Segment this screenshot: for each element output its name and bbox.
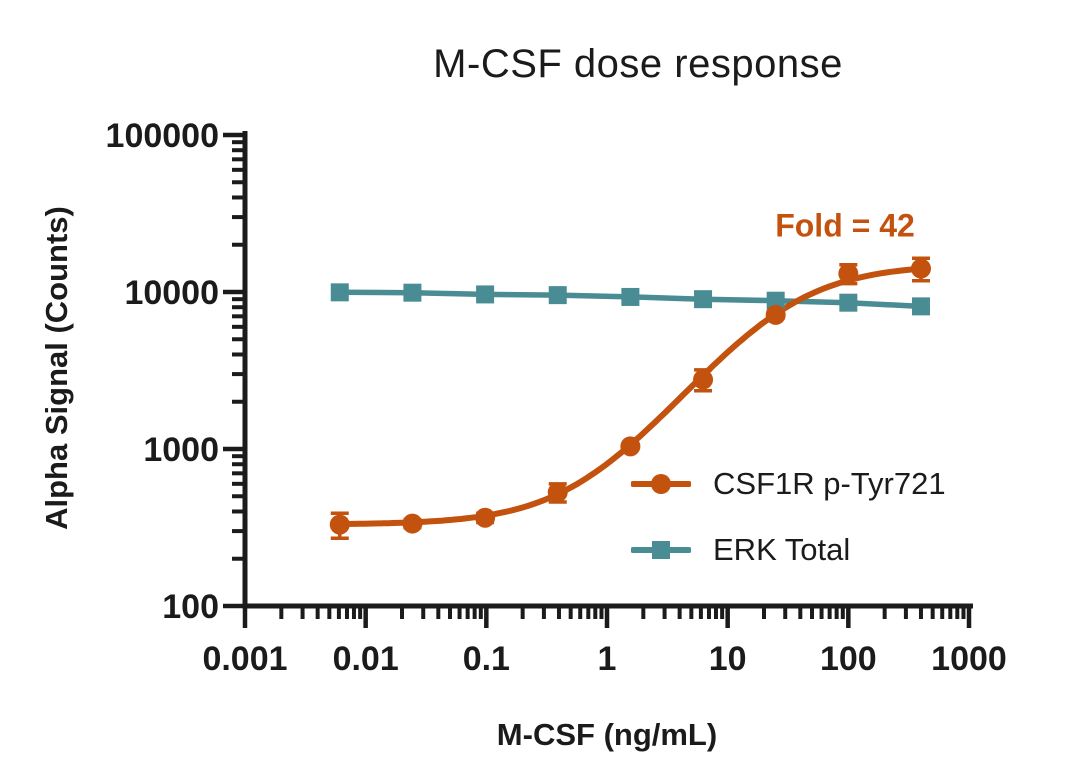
legend-marker-square-icon <box>631 541 691 559</box>
data-point-csf1r-circle <box>620 436 641 457</box>
legend-marker-circle-icon <box>631 474 691 494</box>
data-point-csf1r-circle <box>910 258 931 279</box>
x-tick-label: 0.01 <box>333 640 399 678</box>
x-tick-label: 1 <box>598 640 617 678</box>
data-point-csf1r-circle <box>547 482 568 503</box>
legend-label-csf1r: CSF1R p-Tyr721 <box>713 466 946 501</box>
data-point-csf1r-circle <box>475 507 496 528</box>
y-axis-title: Alpha Signal (Counts) <box>39 206 74 530</box>
x-tick-label: 0.001 <box>202 640 287 678</box>
data-point-csf1r-circle <box>765 304 786 325</box>
data-point-erk-square <box>330 283 349 302</box>
legend: CSF1R p-Tyr721 ERK Total <box>631 466 946 567</box>
y-tick-label: 100 <box>162 588 219 626</box>
data-point-csf1r-circle <box>329 514 350 535</box>
legend-item-erk: ERK Total <box>631 532 946 567</box>
data-point-erk-square <box>476 285 495 304</box>
x-axis-title: M-CSF (ng/mL) <box>496 717 718 752</box>
data-point-csf1r-circle <box>402 513 423 534</box>
y-tick-label: 10000 <box>124 274 219 312</box>
data-point-csf1r-circle <box>838 263 859 284</box>
y-tick-label: 1000 <box>143 431 219 469</box>
chart-title: M-CSF dose response <box>433 42 843 86</box>
data-point-erk-square <box>766 291 785 310</box>
legend-label-erk: ERK Total <box>713 532 851 567</box>
data-point-erk-square <box>621 287 640 306</box>
data-point-erk-square <box>694 290 713 309</box>
x-tick-label: 0.1 <box>463 640 510 678</box>
x-tick-label: 10 <box>709 640 747 678</box>
x-tick-label: 1000 <box>931 640 1007 678</box>
data-point-csf1r-circle <box>693 369 714 390</box>
data-point-erk-square <box>839 293 858 312</box>
x-tick-label: 100 <box>820 640 877 678</box>
fold-annotation: Fold = 42 <box>775 207 915 244</box>
data-point-erk-square <box>911 297 930 316</box>
data-point-erk-square <box>403 283 422 302</box>
legend-item-csf1r: CSF1R p-Tyr721 <box>631 466 946 501</box>
data-point-erk-square <box>548 286 567 305</box>
y-tick-label: 100000 <box>106 117 219 155</box>
